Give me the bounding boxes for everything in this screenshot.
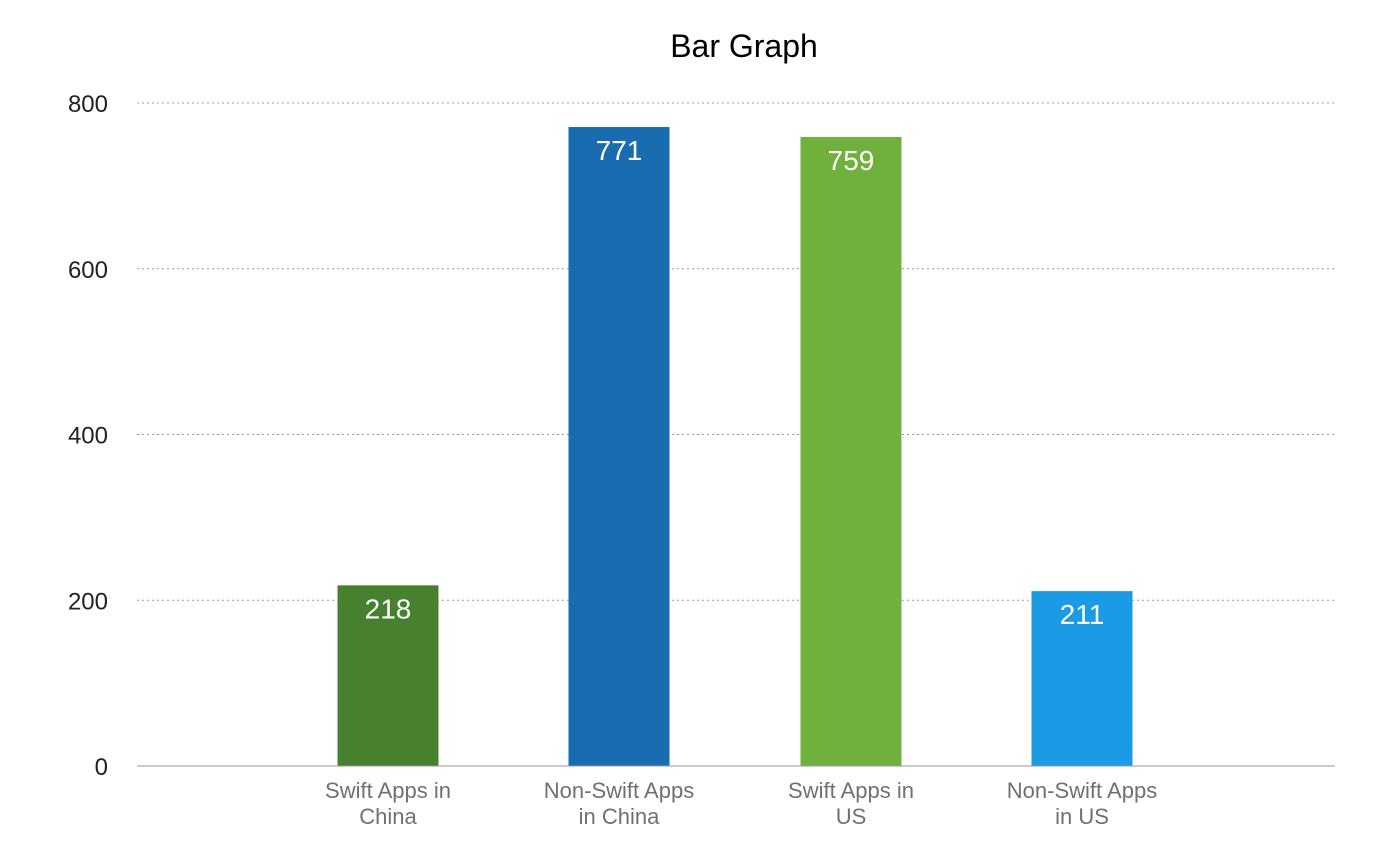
x-tick-label-3: Swift Apps in US bbox=[788, 778, 914, 829]
bars bbox=[337, 127, 1133, 766]
x-tick-label-3-line-1: Swift Apps in bbox=[788, 778, 914, 803]
x-tick-label-2-line-1: Non-Swift Apps bbox=[544, 778, 694, 803]
y-tick-label-800: 800 bbox=[68, 91, 108, 118]
bar-3 bbox=[800, 136, 902, 766]
x-tick-label-1-line-1: Swift Apps in bbox=[325, 778, 451, 803]
x-tick-label-4-line-2: in US bbox=[1055, 804, 1109, 829]
bar-1 bbox=[337, 585, 439, 766]
chart-title: Bar Graph bbox=[670, 28, 818, 64]
gridlines bbox=[137, 102, 1335, 601]
x-tick-label-1-line-2: China bbox=[359, 804, 417, 829]
x-tick-label-4: Non-Swift Apps in US bbox=[1007, 778, 1157, 829]
data-label-2: 771 bbox=[596, 135, 643, 166]
x-tick-label-4-line-1: Non-Swift Apps bbox=[1007, 778, 1157, 803]
y-axis: 0 200 400 600 800 bbox=[68, 91, 108, 781]
y-tick-label-0: 0 bbox=[95, 754, 108, 781]
x-tick-label-1: Swift Apps in China bbox=[325, 778, 451, 829]
data-label-4: 211 bbox=[1060, 599, 1105, 630]
data-label-3: 759 bbox=[828, 145, 875, 176]
bar-2 bbox=[568, 127, 670, 766]
x-tick-label-3-line-2: US bbox=[836, 804, 867, 829]
y-tick-label-200: 200 bbox=[68, 588, 108, 615]
data-label-1: 218 bbox=[365, 593, 412, 624]
y-tick-label-400: 400 bbox=[68, 423, 108, 450]
data-labels: 218 771 759 211 bbox=[365, 135, 1105, 630]
bar-4 bbox=[1031, 591, 1133, 766]
y-tick-label-600: 600 bbox=[68, 257, 108, 284]
x-tick-label-2-line-2: in China bbox=[579, 804, 660, 829]
x-tick-label-2: Non-Swift Apps in China bbox=[544, 778, 694, 829]
